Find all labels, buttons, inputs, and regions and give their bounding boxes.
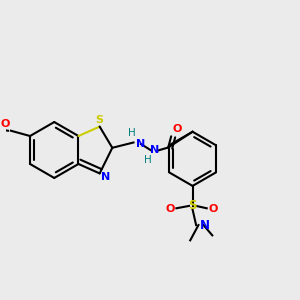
Text: S: S bbox=[188, 200, 197, 212]
Text: N: N bbox=[101, 172, 110, 182]
Text: O: O bbox=[166, 204, 175, 214]
Text: N: N bbox=[200, 219, 210, 232]
Text: O: O bbox=[0, 119, 9, 129]
Text: H: H bbox=[128, 128, 136, 138]
Text: N: N bbox=[136, 139, 145, 149]
Text: N: N bbox=[150, 146, 159, 155]
Text: H: H bbox=[144, 155, 152, 165]
Text: O: O bbox=[172, 124, 182, 134]
Text: O: O bbox=[208, 204, 218, 214]
Text: S: S bbox=[96, 115, 104, 125]
